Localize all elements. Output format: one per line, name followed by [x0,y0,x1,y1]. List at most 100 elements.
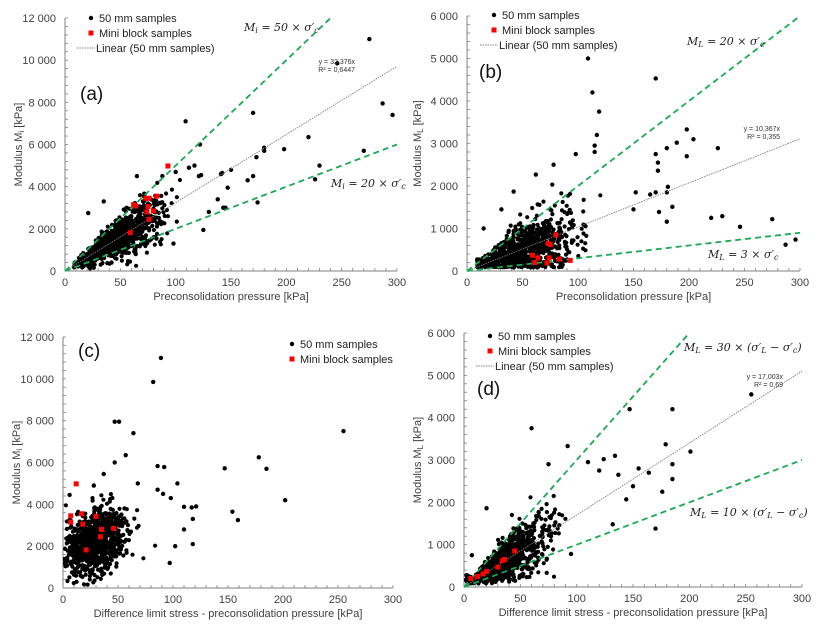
data-point [151,227,156,233]
data-point [95,575,100,580]
data-point [162,464,167,470]
data-point [264,466,269,471]
data-point [114,510,119,516]
data-point [524,526,529,531]
data-point [125,262,130,267]
x-tick-label: 150 [219,594,237,606]
points-mini-block [468,548,518,582]
panel-label: (c) [78,341,100,362]
mini-block-point [165,163,171,169]
data-point [90,496,95,501]
data-point [250,173,256,179]
data-point [616,472,621,478]
mini-block-point [468,576,474,582]
legend-label: Mini block samples [498,346,591,358]
data-point [90,567,95,572]
data-point [486,555,491,561]
data-point [84,531,89,536]
y-axis-label: Modulus ML [kPa] [412,100,425,186]
data-point [113,256,118,261]
data-point [633,190,638,195]
data-point [512,245,517,250]
x-tick-label: 100 [569,277,587,289]
data-point [548,224,554,229]
data-point [518,573,524,578]
data-point [670,407,675,412]
data-point [670,204,675,210]
y-tick-label: 6 000 [427,328,455,340]
data-point [65,557,70,562]
legend-marker-square [88,30,94,36]
data-point [499,207,504,212]
legend-marker-square [487,348,493,354]
data-point [674,140,679,145]
data-point [576,253,581,259]
data-point [532,528,537,533]
data-point [534,245,539,251]
data-point [534,227,540,232]
data-point [579,239,584,244]
data-point [186,165,192,170]
data-point [107,561,113,567]
data-point [121,553,126,558]
data-point [219,170,225,176]
data-point [530,225,535,230]
data-point [99,503,104,508]
data-point [121,225,126,230]
y-axis-label: Modulus ML [kPa] [412,417,425,503]
data-point [141,556,146,561]
points-mini-block [529,232,573,266]
points-50mm [475,56,798,270]
data-point [114,561,119,566]
guide-line [463,332,691,588]
data-point [523,262,528,267]
data-point [100,572,105,578]
data-point [228,167,234,172]
data-point [551,493,556,499]
data-point [92,522,98,527]
panel-label: (b) [479,62,502,83]
y-tick-label: 10 000 [20,374,54,386]
data-point [78,555,83,560]
data-point [133,231,138,236]
x-tick-label: 250 [736,593,754,605]
data-point [317,163,322,168]
data-point [556,531,561,536]
data-point [553,530,558,536]
data-point [134,263,139,268]
data-point [165,214,170,219]
x-tick-label: 200 [680,593,698,605]
y-tick-label: 8 000 [28,97,56,109]
data-point [108,492,113,497]
data-point [551,574,557,579]
data-point [117,551,123,556]
legend-marker-circle [491,12,497,18]
data-point [92,547,98,552]
y-tick-label: 6 000 [26,458,54,470]
data-point [306,134,311,140]
data-point [137,231,142,236]
points-mini-block [68,481,117,553]
data-point [551,547,556,552]
data-point [104,540,110,546]
data-point [174,195,179,200]
points-50mm [72,36,395,271]
trend-equation: y = 32,376x [319,59,356,66]
data-point [770,216,775,222]
y-tick-label: 0 [50,266,56,278]
data-point [254,154,259,160]
data-point [164,191,169,196]
data-point [113,232,118,237]
data-point [511,235,516,240]
data-point [636,466,641,471]
data-point [198,172,204,178]
data-point [124,519,129,524]
data-point [81,582,87,587]
data-point [116,528,121,533]
data-point [175,481,180,486]
data-point [545,218,550,224]
mini-block-point [567,257,573,263]
trend-line [463,370,803,588]
data-point [581,197,586,202]
x-tick-label: 50 [114,277,126,289]
